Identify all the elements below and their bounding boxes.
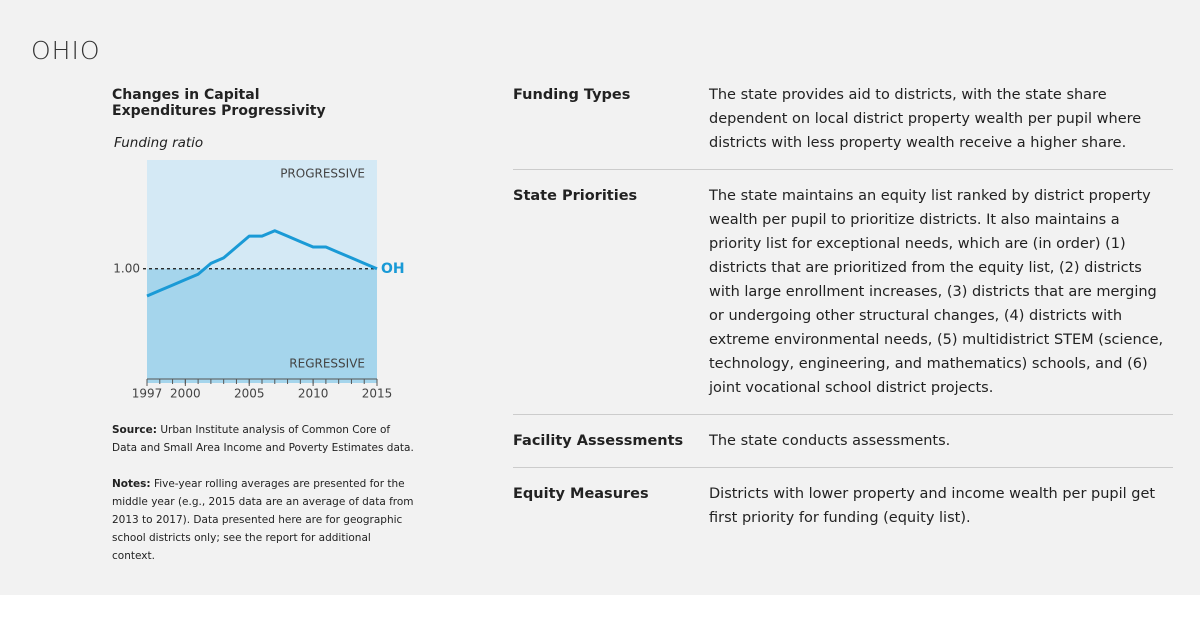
y-axis-label: Funding ratio bbox=[114, 135, 204, 151]
row-text: The state conducts assessments. bbox=[709, 433, 951, 449]
row-label: Funding Types bbox=[513, 87, 631, 103]
page-title: OHIO bbox=[31, 36, 101, 65]
x-tick-label: 2000 bbox=[170, 387, 201, 401]
table-row: Facility Assessments The state conducts a… bbox=[513, 427, 1173, 468]
x-tick-label: 1997 bbox=[132, 387, 163, 401]
policy-table: Funding Types The state provides aid to d… bbox=[513, 81, 1173, 556]
line bbox=[146, 229, 378, 298]
source-text: Urban Institute analysis of Common Core … bbox=[112, 424, 414, 454]
notes: Notes: Five-year rolling averages are pr… bbox=[112, 475, 417, 565]
chart-title: Changes in Capital Expenditures Progress… bbox=[112, 87, 326, 119]
x-tick-label: 2005 bbox=[234, 387, 265, 401]
series-label: OH bbox=[381, 261, 405, 277]
y-tick-label: 1.00 bbox=[113, 261, 140, 275]
chart: PROGRESSIVE REGRESSIVE 1.00 1997 2000 2005 201… bbox=[113, 160, 405, 401]
source-label: Source: bbox=[112, 424, 157, 436]
annotation: PROGRESSIVE bbox=[280, 167, 365, 181]
source: Source: Urban Institute analysis of Comm… bbox=[112, 421, 417, 457]
regressive-region bbox=[147, 268, 377, 383]
table-row: Funding Types The state provides aid to d… bbox=[513, 81, 1173, 170]
row-text: Districts with lower property and income… bbox=[709, 486, 1156, 526]
table-row: Equity Measures Districts with lower prop… bbox=[513, 480, 1173, 544]
notes-text: Five-year rolling averages are presented… bbox=[112, 478, 414, 562]
row-label: State Priorities bbox=[513, 188, 638, 204]
x-tick-label: 2010 bbox=[298, 387, 329, 401]
x-tick-label: 2015 bbox=[362, 387, 393, 401]
row-text: The state maintains an equity list ranke… bbox=[709, 188, 1164, 396]
progressive-region bbox=[147, 160, 377, 269]
table-row: State Priorities The state maintains an e… bbox=[513, 182, 1173, 415]
row-label: Equity Measures bbox=[513, 486, 649, 502]
notes-label: Notes: bbox=[112, 478, 151, 490]
row-text: The state provides aid to districts, wit… bbox=[709, 87, 1142, 151]
annotation: REGRESSIVE bbox=[289, 357, 365, 371]
row-label: Facility Assessments bbox=[513, 433, 684, 449]
